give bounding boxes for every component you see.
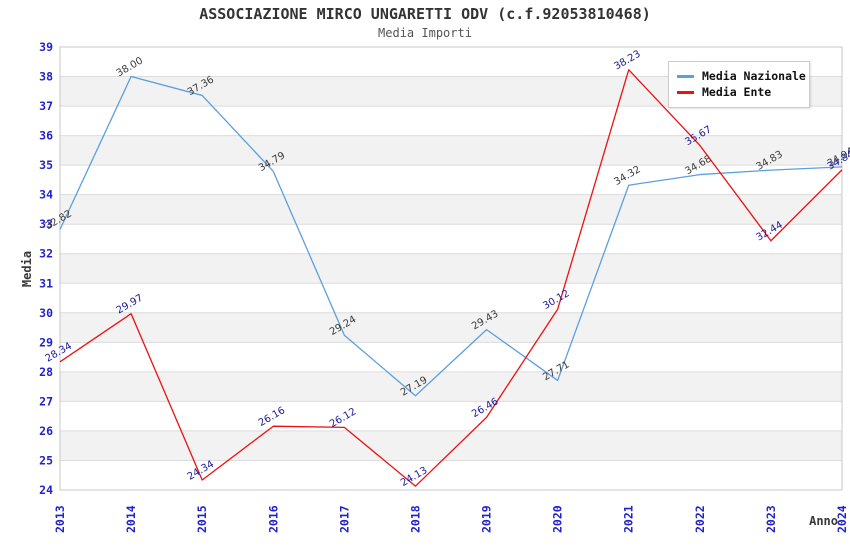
svg-text:2018: 2018 [408,505,422,533]
svg-text:26.12: 26.12 [328,406,358,430]
svg-text:2013: 2013 [53,505,67,533]
svg-text:25: 25 [39,453,53,467]
legend-label: Media Nazionale [702,69,806,83]
svg-text:2019: 2019 [480,505,494,533]
legend: Media Nazionale Media Ente [668,61,810,108]
y-axis-label: Media [20,250,34,288]
svg-text:35: 35 [39,158,53,172]
svg-text:38.23: 38.23 [612,49,642,73]
svg-text:38: 38 [39,70,53,84]
plot-border [59,46,843,491]
svg-text:2016: 2016 [266,505,280,533]
svg-text:33: 33 [39,217,53,231]
line-media-nazionale [59,75,843,397]
svg-text:2021: 2021 [622,505,636,533]
svg-text:28: 28 [39,365,53,379]
svg-text:2023: 2023 [764,505,778,533]
svg-text:2017: 2017 [337,505,351,533]
line-swatch-icon [677,74,694,78]
line-media-ente [59,69,843,487]
svg-text:26: 26 [39,424,53,438]
svg-text:30.12: 30.12 [541,288,571,312]
svg-text:2020: 2020 [551,505,565,533]
svg-text:34: 34 [39,188,53,202]
svg-text:26.16: 26.16 [257,405,287,429]
line-swatch-icon [677,90,694,94]
svg-text:24.34: 24.34 [186,459,216,483]
x-tick-labels: 2013 2014 2015 2016 2017 2018 2019 2020 2021 2022… [53,505,849,533]
svg-text:37: 37 [39,99,53,113]
svg-text:2015: 2015 [195,505,209,533]
svg-text:39: 39 [39,40,53,54]
svg-text:29: 29 [39,335,53,349]
x-axis-label: Anno [809,514,838,528]
svg-text:2022: 2022 [693,505,707,533]
chart-title: ASSOCIAZIONE MIRCO UNGARETTI ODV (c.f.92… [199,5,651,23]
svg-text:27: 27 [39,394,53,408]
band-stripes [60,76,842,461]
svg-text:32.82: 32.82 [44,208,74,232]
svg-text:2024: 2024 [835,505,849,533]
svg-text:32: 32 [39,247,53,261]
svg-text:36: 36 [39,129,53,143]
svg-text:2014: 2014 [124,505,138,533]
svg-text:24: 24 [39,483,53,497]
legend-item-media-nazionale: Media Nazionale [677,68,806,84]
svg-text:38.00: 38.00 [115,55,145,79]
legend-label: Media Ente [702,85,772,99]
chart-subtitle: Media Importi [378,26,472,40]
legend-item-media-ente: Media Ente [677,84,801,100]
y-tick-labels: 24 25 26 27 28 29 30 31 32 33 34 35 36 37 38 39 [39,40,53,497]
svg-text:31: 31 [39,276,53,290]
svg-text:30: 30 [39,306,53,320]
